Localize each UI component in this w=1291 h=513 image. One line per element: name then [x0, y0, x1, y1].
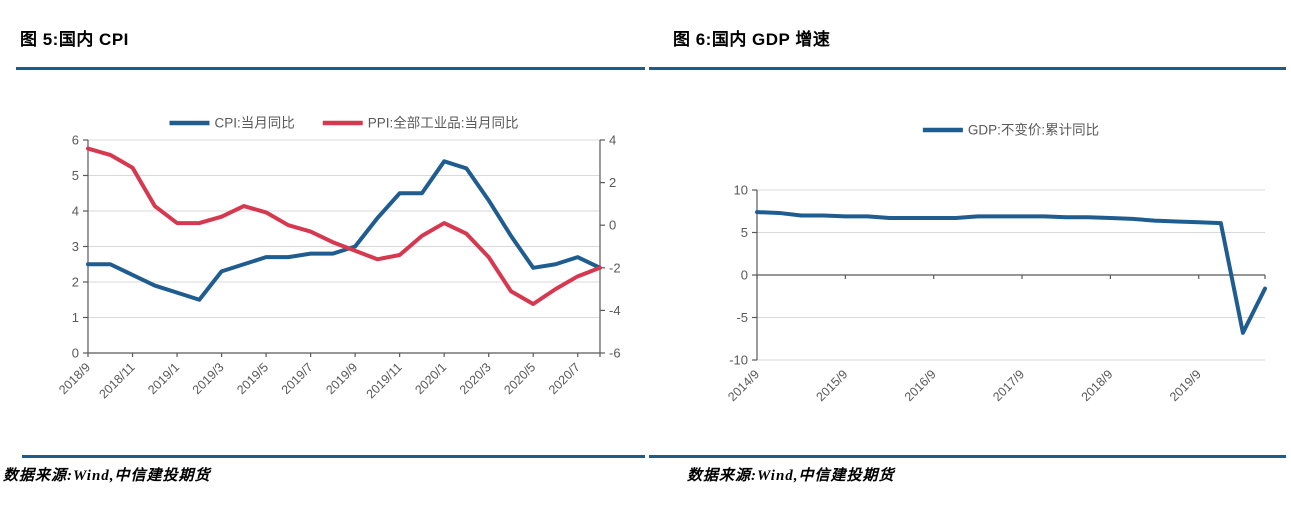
figure-cpi: 图 5:国内 CPI 0 1 2 3 4 5 6 -6 -4 -2 0 2 4 2018/9 2018/11… — [0, 0, 645, 513]
y-axis-tick-label: 1 — [72, 310, 79, 325]
y-axis-tick-label: -10 — [729, 353, 748, 368]
legend-label-0: GDP:不变价:累计同比 — [968, 123, 1099, 138]
x-axis-tick-label: 2015/9 — [814, 367, 851, 404]
y-axis-tick-label: 3 — [72, 239, 79, 254]
figure-gdp-source-text: 数据来源:Wind,中信建投期货 — [687, 468, 895, 484]
x-axis-tick-label: 2018/11 — [96, 360, 137, 401]
x-axis-tick-label: 2019/5 — [234, 360, 271, 397]
y2-axis-tick-label: -4 — [609, 303, 621, 318]
series-line-1 — [86, 146, 602, 307]
y-axis-tick-label: 4 — [72, 204, 79, 219]
x-axis-tick-label: 2019/9 — [1167, 367, 1204, 404]
figure-gdp-title-rule — [649, 67, 1286, 70]
y-axis-tick-label: 2 — [72, 275, 79, 290]
x-axis-tick-label: 2020/3 — [457, 360, 494, 397]
legend-label-0: CPI:当月同比 — [214, 116, 294, 131]
x-axis-tick-label: 2019/9 — [323, 360, 360, 397]
legend-label-1: PPI:全部工业品:当月同比 — [368, 115, 519, 131]
figure-cpi-title-rule — [16, 67, 645, 70]
y-axis-tick-label: -5 — [736, 310, 748, 325]
figure-cpi-source-text: 数据来源:Wind,中信建投期货 — [3, 468, 211, 484]
y2-axis-tick-label: 0 — [609, 218, 616, 233]
x-axis-tick-label: 2017/9 — [990, 367, 1027, 404]
x-axis-tick-label: 2020/1 — [412, 360, 449, 397]
x-axis-tick-label: 2020/7 — [546, 360, 583, 397]
y-axis-tick-label: 10 — [734, 183, 748, 198]
gdp-line-chart: -10 -5 0 5 10 2014/9 2015/9 2016/9 2017/9 2018/9 2… — [725, 123, 1267, 404]
x-axis-tick-label: 2020/5 — [501, 360, 538, 397]
x-axis-tick-label: 2016/9 — [902, 367, 939, 404]
legend: GDP:不变价:累计同比 — [922, 123, 1099, 138]
x-axis-tick-label: 2019/1 — [145, 360, 182, 397]
y2-axis-tick-label: 4 — [609, 133, 616, 148]
figure-cpi-footer-rule — [22, 455, 645, 458]
y-axis-tick-label: 5 — [741, 225, 748, 240]
figure-gdp-footer-rule — [649, 455, 1286, 458]
y2-axis-tick-label: 2 — [609, 175, 616, 190]
figure-cpi-title: 图 5:国内 CPI — [20, 30, 129, 49]
y2-axis-tick-label: -2 — [609, 260, 621, 275]
figure-gdp: 图 6:国内 GDP 增速 -10 -5 0 5 10 2014/9 2015/9 2016/… — [645, 0, 1291, 513]
x-axis-tick-label: 2018/9 — [56, 360, 93, 397]
legend: CPI:当月同比 PPI:全部工业品:当月同比 — [169, 115, 519, 131]
y-axis-tick-label: 0 — [72, 346, 79, 361]
y-axis-tick-label: 5 — [72, 168, 79, 183]
y-axis-tick-label: 0 — [741, 268, 748, 283]
figure-gdp-title: 图 6:国内 GDP 增速 — [673, 30, 831, 49]
x-axis-tick-label: 2019/7 — [279, 360, 316, 397]
x-axis-tick-label: 2019/3 — [190, 360, 227, 397]
series-line-0 — [86, 159, 602, 302]
x-axis-tick-label: 2019/11 — [364, 360, 405, 401]
x-axis-tick-label: 2018/9 — [1079, 367, 1116, 404]
series-line-0 — [755, 210, 1267, 335]
x-axis-tick-label: 2014/9 — [725, 367, 762, 404]
y2-axis-tick-label: -6 — [609, 346, 621, 361]
y-axis-tick-label: 6 — [72, 133, 79, 148]
